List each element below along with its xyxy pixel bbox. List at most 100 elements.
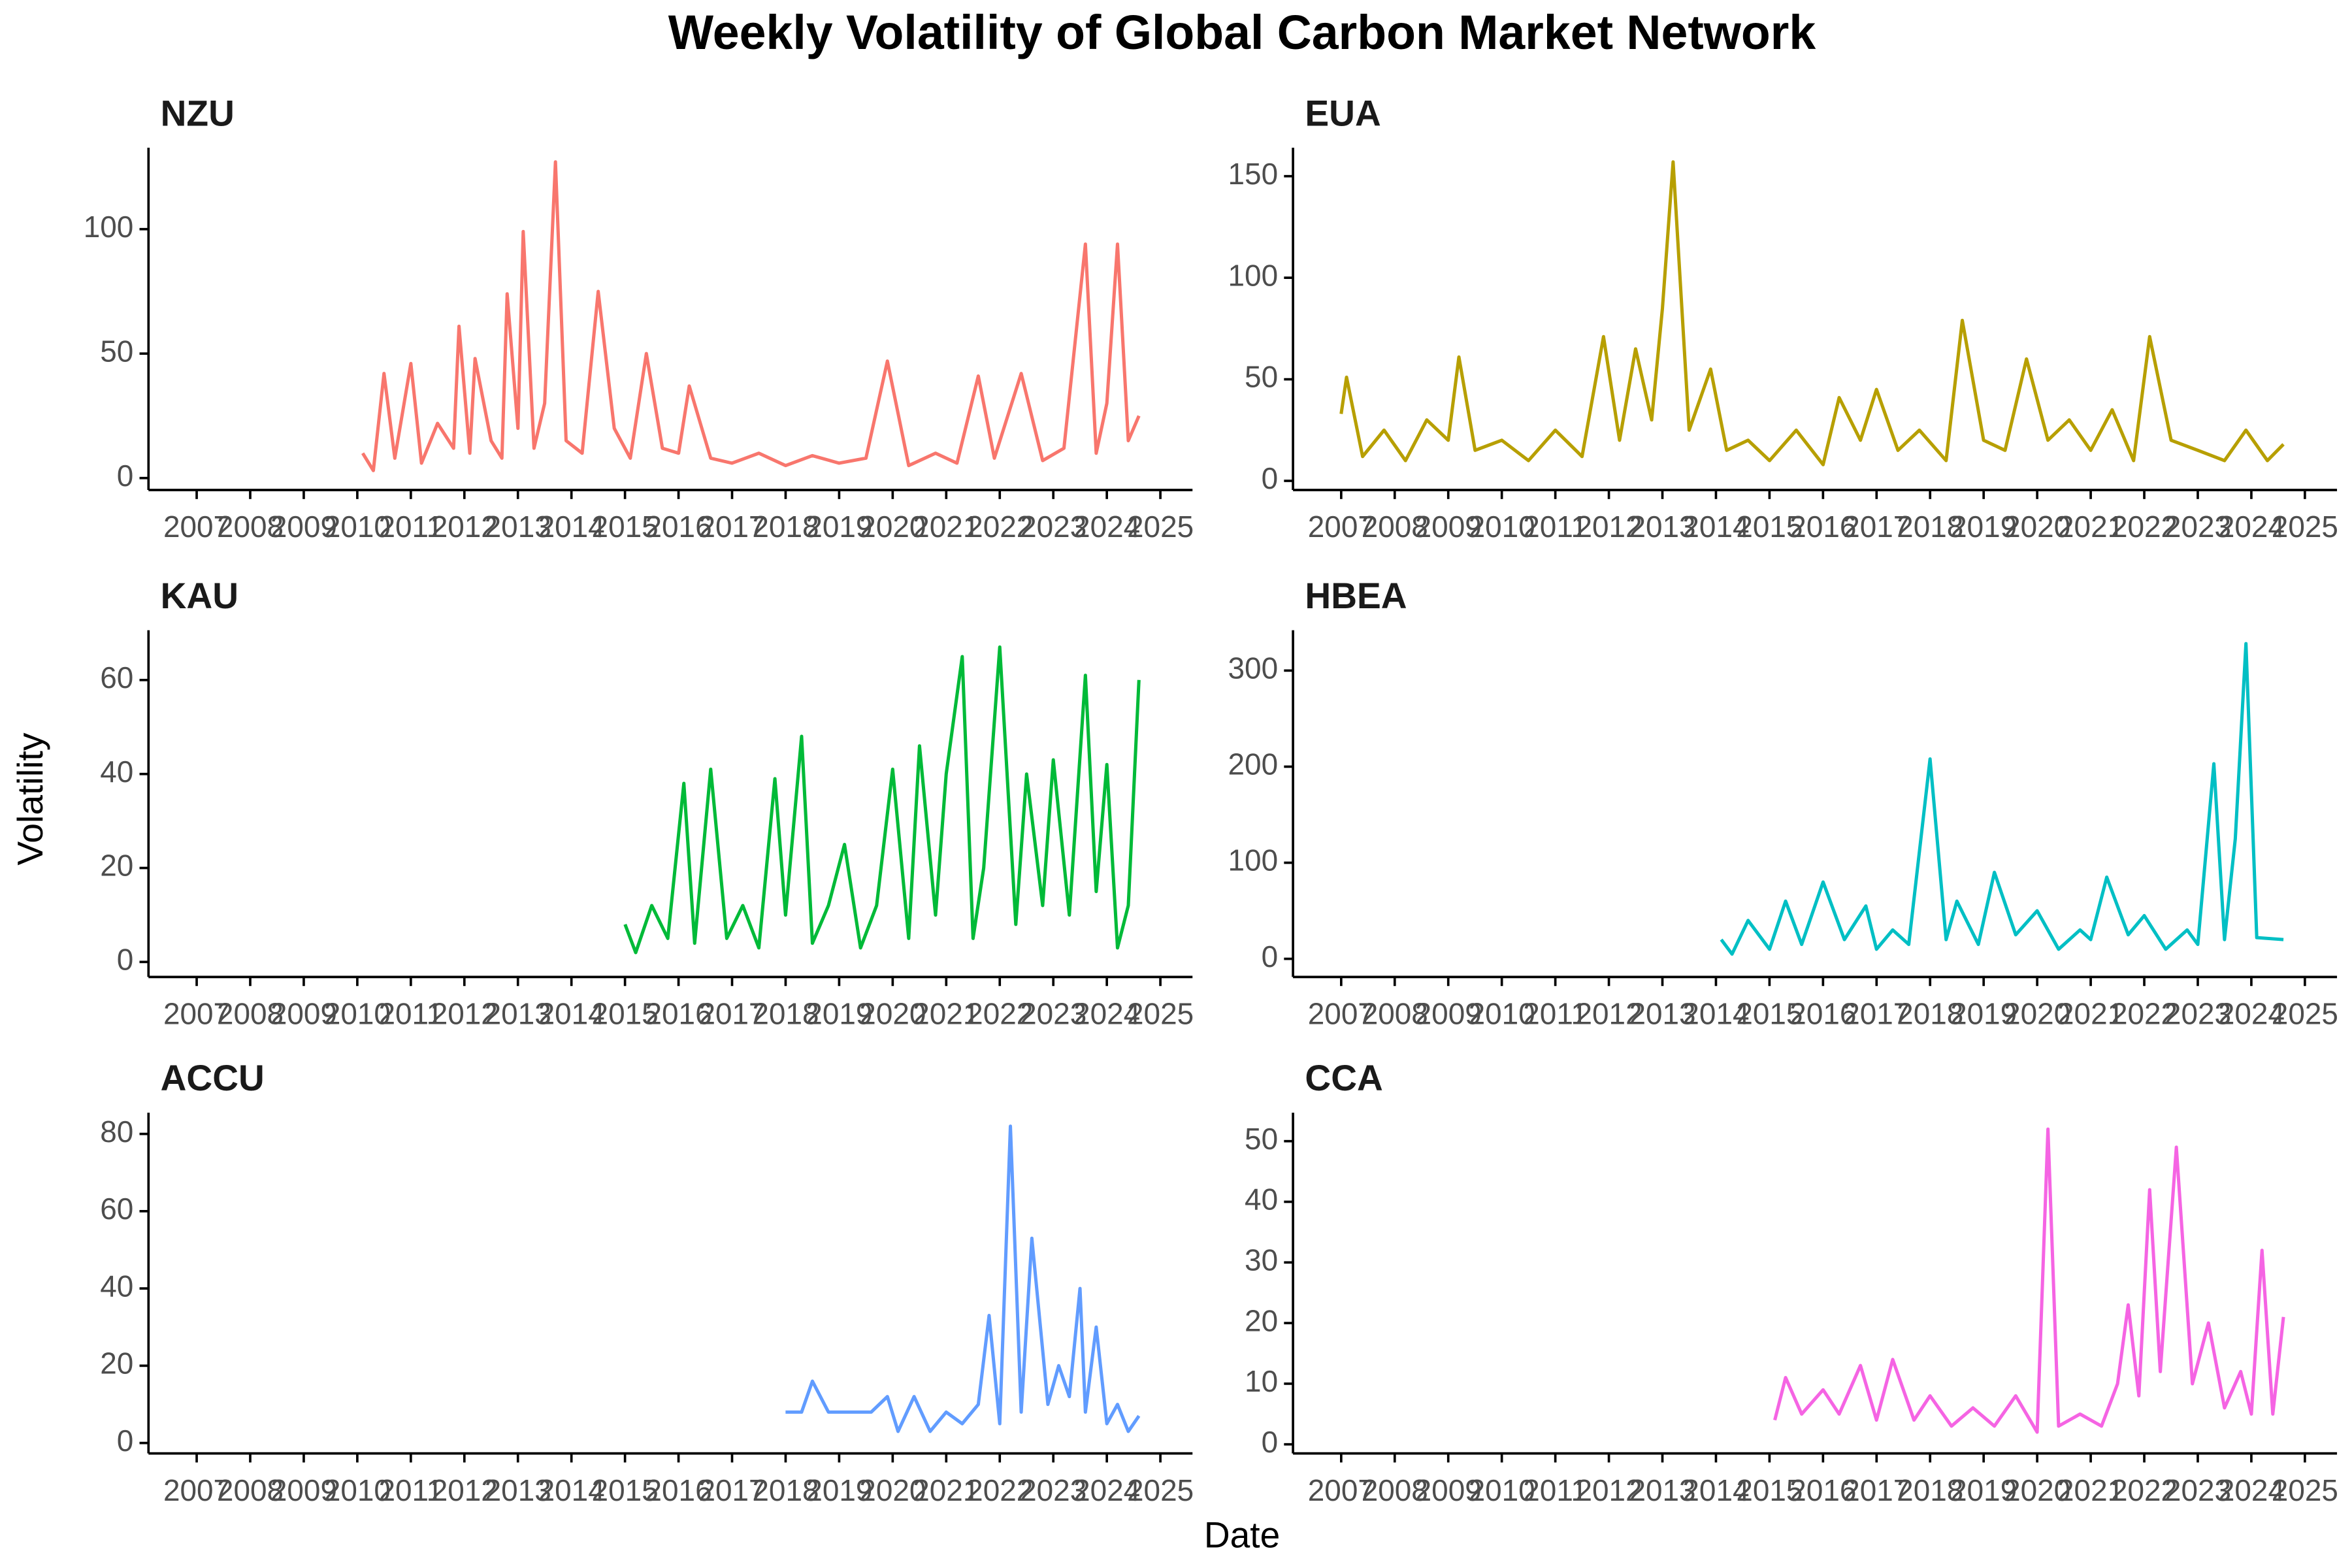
x-tick-label: 2017: [1843, 996, 1910, 1030]
x-tick-label: 2016: [645, 996, 712, 1030]
x-tick-label: 2013: [485, 1473, 551, 1507]
x-tick-label: 2009: [270, 1473, 337, 1507]
x-tick-label: 2013: [1629, 1473, 1695, 1507]
x-tick-label: 2009: [270, 510, 337, 544]
y-tick-label: 100: [84, 210, 134, 244]
x-tick-label: 2021: [913, 1473, 979, 1507]
x-tick-label: 2021: [2057, 996, 2124, 1030]
x-tick-label: 2015: [1736, 996, 1803, 1030]
x-tick-label: 2020: [2004, 996, 2070, 1030]
x-tick-label: 2023: [1020, 996, 1086, 1030]
x-tick-label: 2024: [1073, 1473, 1140, 1507]
x-tick-label: 2019: [806, 1473, 872, 1507]
panel-title: CCA: [1305, 1058, 1382, 1098]
x-tick-label: 2018: [752, 1473, 819, 1507]
x-tick-label: 2023: [1020, 1473, 1086, 1507]
x-tick-label: 2012: [1576, 510, 1642, 544]
x-tick-label: 2024: [2218, 510, 2285, 544]
x-tick-label: 2022: [2111, 1473, 2178, 1507]
page-title: Weekly Volatility of Global Carbon Marke…: [668, 5, 1816, 59]
x-tick-label: 2011: [378, 996, 443, 1030]
x-tick-label: 2011: [1523, 1473, 1588, 1507]
x-tick-label: 2016: [1789, 1473, 1856, 1507]
x-tick-label: 2010: [1469, 1473, 1535, 1507]
y-tick-label: 10: [1245, 1364, 1278, 1398]
series-line: [785, 1124, 1141, 1433]
x-tick-label: 2019: [1950, 510, 2017, 544]
x-tick-label: 2014: [1682, 996, 1749, 1030]
x-tick-label: 2011: [378, 1473, 443, 1507]
x-tick-label: 2010: [1469, 510, 1535, 544]
x-tick-label: 2007: [163, 996, 230, 1030]
y-tick-label: 20: [100, 849, 133, 883]
x-tick-label: 2008: [217, 996, 284, 1030]
x-tick-label: 2022: [966, 1473, 1033, 1507]
x-tick-label: 2015: [592, 510, 659, 544]
x-tick-label: 2009: [1415, 1473, 1482, 1507]
x-tick-label: 2007: [1308, 510, 1375, 544]
x-tick-label: 2025: [1127, 996, 1194, 1030]
y-tick-label: 50: [100, 334, 133, 368]
x-tick-label: 2012: [431, 510, 498, 544]
panel-title: ACCU: [161, 1058, 265, 1098]
y-tick-label: 40: [100, 755, 133, 789]
x-tick-label: 2008: [1362, 510, 1428, 544]
series-line: [361, 160, 1141, 472]
x-tick-label: 2011: [1523, 510, 1588, 544]
x-tick-label: 2018: [1897, 510, 1963, 544]
x-tick-label: 2018: [752, 996, 819, 1030]
x-tick-label: 2016: [645, 510, 712, 544]
x-tick-label: 2025: [1127, 1473, 1194, 1507]
x-tick-label: 2009: [1415, 510, 1482, 544]
x-tick-label: 2019: [1950, 996, 2017, 1030]
x-tick-label: 2017: [698, 996, 765, 1030]
x-tick-label: 2012: [431, 1473, 498, 1507]
x-tick-label: 2010: [324, 1473, 391, 1507]
y-axis-label: Volatility: [10, 732, 50, 866]
panel-title: KAU: [161, 576, 238, 616]
y-tick-label: 30: [1245, 1243, 1278, 1277]
x-tick-label: 2017: [698, 510, 765, 544]
x-tick-label: 2012: [1576, 1473, 1642, 1507]
x-tick-label: 2022: [966, 996, 1033, 1030]
x-tick-label: 2010: [324, 510, 391, 544]
x-tick-label: 2008: [1362, 996, 1428, 1030]
x-tick-label: 2015: [1736, 510, 1803, 544]
x-tick-label: 2017: [1843, 510, 1910, 544]
x-tick-label: 2008: [217, 510, 284, 544]
x-tick-label: 2023: [2164, 1473, 2231, 1507]
x-tick-label: 2025: [1127, 510, 1194, 544]
x-tick-label: 2008: [217, 1473, 284, 1507]
x-tick-label: 2021: [2057, 1473, 2124, 1507]
y-tick-label: 300: [1228, 651, 1279, 685]
x-tick-label: 2016: [1789, 510, 1856, 544]
y-tick-label: 100: [1228, 843, 1279, 877]
x-tick-label: 2014: [1682, 1473, 1749, 1507]
x-tick-label: 2013: [1629, 510, 1695, 544]
x-tick-label: 2008: [1362, 1473, 1428, 1507]
x-tick-label: 2025: [2272, 1473, 2338, 1507]
y-tick-label: 60: [100, 1192, 133, 1226]
x-tick-label: 2023: [2164, 510, 2231, 544]
x-tick-label: 2020: [2004, 1473, 2070, 1507]
x-tick-label: 2020: [859, 510, 926, 544]
x-tick-label: 2018: [752, 510, 819, 544]
y-tick-label: 200: [1228, 747, 1279, 781]
x-tick-label: 2022: [2111, 510, 2178, 544]
x-tick-label: 2023: [1020, 510, 1086, 544]
x-tick-label: 2024: [2218, 996, 2285, 1030]
y-tick-label: 0: [1262, 939, 1279, 973]
y-tick-label: 0: [1262, 461, 1279, 495]
x-tick-label: 2024: [2218, 1473, 2285, 1507]
x-tick-label: 2017: [1843, 1473, 1910, 1507]
panel-title: NZU: [161, 93, 235, 133]
x-tick-label: 2024: [1073, 996, 1140, 1030]
x-tick-label: 2013: [1629, 996, 1695, 1030]
y-tick-label: 50: [1245, 1122, 1278, 1156]
x-tick-label: 2023: [2164, 996, 2231, 1030]
x-tick-label: 2020: [859, 1473, 926, 1507]
x-tick-label: 2009: [270, 996, 337, 1030]
x-tick-label: 2010: [1469, 996, 1535, 1030]
y-tick-label: 0: [117, 1424, 134, 1458]
